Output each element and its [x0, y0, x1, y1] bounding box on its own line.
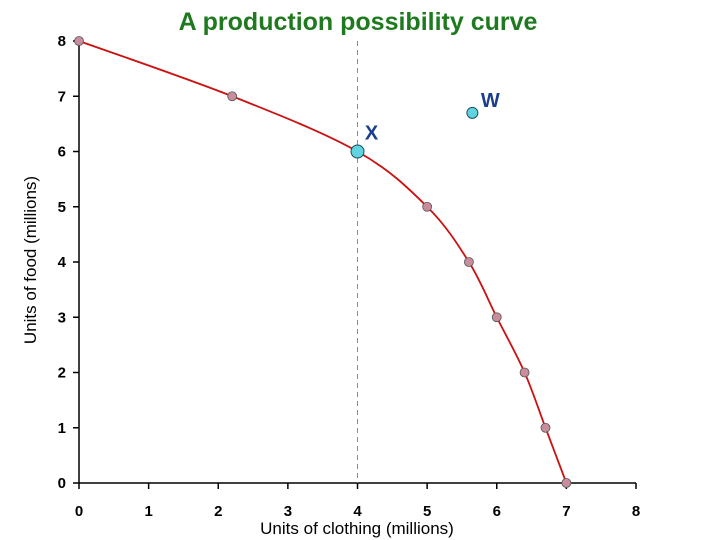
x-tick-label: 0	[75, 503, 83, 520]
x-tick-label: 2	[214, 503, 222, 520]
x-tick-label: 8	[632, 503, 640, 520]
highlight-points: XW	[350, 90, 500, 159]
x-tick-label: 5	[423, 503, 431, 520]
y-tick-label: 1	[58, 420, 66, 437]
y-tick-label: 8	[58, 33, 66, 50]
curve-point	[74, 36, 84, 46]
curve-point	[519, 367, 530, 378]
x-tick-label: 3	[284, 503, 292, 520]
x-tick-label: 6	[493, 503, 501, 520]
y-axis-label: Units of food (millions)	[21, 176, 40, 344]
y-tick-label: 4	[58, 254, 67, 271]
y-tick-label: 0	[58, 475, 66, 492]
curve-point	[540, 422, 551, 433]
y-tick-label: 7	[58, 88, 66, 105]
curve-point	[422, 201, 433, 212]
curve-point	[227, 91, 238, 102]
y-tick-label: 6	[58, 144, 66, 161]
point-w-label: W	[481, 90, 500, 112]
curve-point	[561, 478, 572, 488]
axes	[73, 40, 637, 489]
curve-points	[74, 36, 572, 488]
x-axis-label: Units of clothing (millions)	[260, 519, 454, 538]
point-w	[466, 106, 479, 119]
x-tick-label: 4	[353, 503, 362, 520]
curve-point	[463, 257, 474, 267]
x-tick-label: 1	[144, 503, 152, 520]
tick-labels: 0 1 2 3 4 5 6 7 8 0 1 2 3 4 5 6 7 8	[58, 33, 641, 520]
y-tick-label: 2	[58, 365, 66, 382]
x-tick-label: 7	[562, 503, 570, 520]
y-tick-label: 5	[58, 199, 66, 216]
point-x-label: X	[365, 123, 379, 145]
chart-title: A production possibility curve	[179, 8, 538, 36]
point-x	[350, 144, 365, 159]
y-tick-label: 3	[58, 309, 66, 326]
curve-point	[491, 312, 502, 323]
